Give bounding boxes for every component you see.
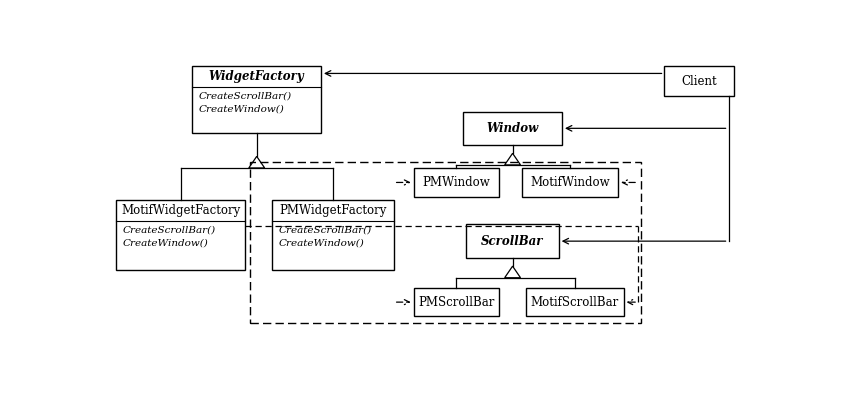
Bar — [250, 162, 642, 324]
Text: ScrollBar: ScrollBar — [481, 235, 544, 248]
Bar — [522, 168, 619, 197]
Text: CreateScrollBar(): CreateScrollBar() — [123, 225, 216, 234]
Text: Window: Window — [486, 122, 538, 135]
Bar — [413, 168, 499, 197]
Text: PMScrollBar: PMScrollBar — [418, 296, 495, 308]
Bar — [665, 66, 734, 96]
Text: Client: Client — [682, 74, 717, 88]
Bar — [413, 288, 499, 316]
Bar — [526, 288, 624, 316]
Text: MotifWidgetFactory: MotifWidgetFactory — [121, 204, 240, 217]
Bar — [463, 112, 562, 145]
Text: CreateWindow(): CreateWindow() — [278, 239, 364, 248]
Bar — [272, 200, 394, 270]
Text: MotifWindow: MotifWindow — [531, 176, 610, 189]
Text: CreateWindow(): CreateWindow() — [123, 239, 209, 248]
Text: WidgetFactory: WidgetFactory — [209, 70, 305, 83]
Text: CreateWindow(): CreateWindow() — [199, 105, 285, 114]
Text: PMWidgetFactory: PMWidgetFactory — [279, 204, 386, 217]
Text: MotifScrollBar: MotifScrollBar — [531, 296, 619, 308]
Bar — [193, 66, 321, 133]
Text: PMWindow: PMWindow — [423, 176, 491, 189]
Bar — [117, 200, 245, 270]
Text: CreateScrollBar(): CreateScrollBar() — [199, 91, 292, 100]
Text: CreateScrollBar(): CreateScrollBar() — [278, 225, 371, 234]
Bar — [466, 225, 559, 258]
